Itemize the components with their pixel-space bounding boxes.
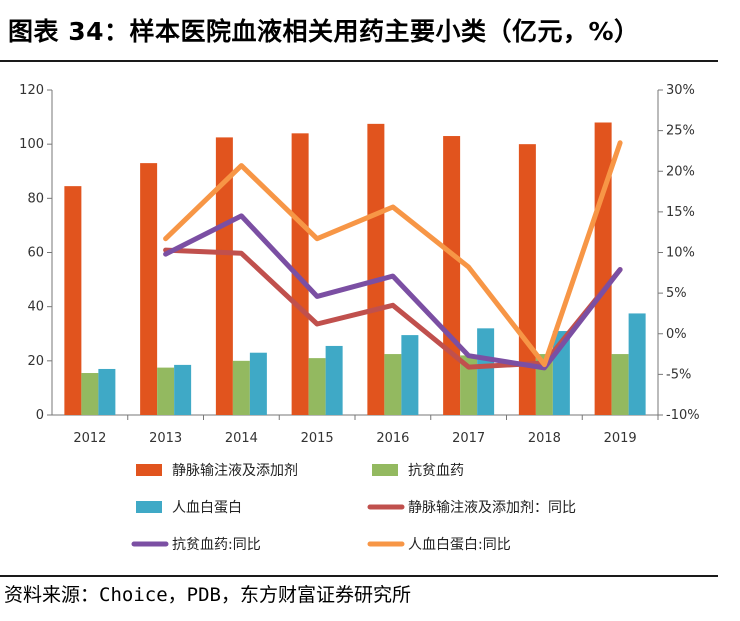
y-right-tick-label: 30% — [666, 83, 695, 98]
legend-label-2: 抗贫血药 — [408, 463, 464, 479]
bar-1 — [367, 123, 385, 416]
bar-3 — [477, 328, 495, 415]
x-tick-label: 2019 — [604, 431, 637, 446]
legend-swatch-2 — [372, 464, 398, 476]
y-left-tick-label: 40 — [27, 300, 44, 315]
y-right-tick-label: -5% — [666, 367, 691, 382]
y-left-tick-label: 100 — [19, 137, 44, 152]
x-tick-label: 2017 — [452, 431, 485, 446]
y-right-tick-label: -10% — [666, 408, 700, 423]
x-tick-label: 2012 — [73, 431, 106, 446]
x-tick-label: 2014 — [225, 431, 258, 446]
y-right-tick-label: 5% — [666, 286, 687, 301]
bar-3 — [628, 313, 646, 415]
bar-3 — [249, 352, 267, 415]
bar-1 — [140, 163, 158, 415]
source-divider — [0, 575, 718, 577]
bar-2 — [460, 355, 478, 415]
bar-1 — [64, 186, 82, 415]
y-right-tick-label: 20% — [666, 164, 695, 179]
legend-swatch-3 — [136, 501, 162, 513]
bar-1 — [291, 133, 309, 416]
bar-2 — [81, 373, 99, 415]
bar-2 — [232, 360, 250, 415]
bar-3 — [325, 345, 343, 415]
bar-1 — [215, 137, 233, 416]
legend-label-1: 静脉输注液及添加剂 — [172, 463, 298, 479]
y-right-tick-label: 10% — [666, 246, 695, 261]
bar-1 — [594, 122, 612, 415]
y-right-tick-label: 25% — [666, 124, 695, 139]
x-tick-label: 2015 — [301, 431, 334, 446]
x-tick-label: 2018 — [528, 431, 561, 446]
y-left-tick-label: 20 — [27, 354, 44, 369]
y-left-tick-label: 0 — [36, 408, 44, 423]
y-left-tick-label: 80 — [27, 191, 44, 206]
title-divider — [0, 60, 718, 62]
chart: 0 20 40 60 80 100 120 -10% -5% 0% 5% 10% 15% 20% 25% 30… — [19, 83, 700, 553]
line-series-2 — [163, 213, 623, 371]
legend-label-4: 静脉输注液及添加剂：同比 — [408, 500, 576, 516]
y-right-tick-label: 15% — [666, 205, 695, 220]
legend-label-3: 人血白蛋白 — [172, 500, 242, 516]
line-series-3 — [163, 140, 623, 368]
legend-label-6: 人血白蛋白:同比 — [408, 537, 511, 553]
y-left-tick-label: 60 — [27, 246, 44, 261]
legend-label-5: 抗贫血药:同比 — [172, 537, 261, 553]
bar-2 — [308, 358, 326, 415]
bar-3 — [98, 368, 116, 415]
chart-title: 图表 34：样本医院血液相关用药主要小类（亿元，%） — [8, 17, 640, 46]
x-tick-label: 2013 — [149, 431, 182, 446]
bar-2 — [157, 367, 175, 415]
bar-3 — [401, 335, 419, 415]
y-left-tick-label: 120 — [19, 83, 44, 98]
bar-2 — [384, 354, 402, 415]
source-note: 资料来源：Choice，PDB，东方财富证券研究所 — [4, 584, 411, 606]
legend-swatch-1 — [136, 464, 162, 476]
x-tick-label: 2016 — [376, 431, 409, 446]
bar-1 — [518, 144, 536, 415]
bar-3 — [174, 364, 192, 415]
bar-1 — [443, 136, 461, 415]
y-right-tick-label: 0% — [666, 327, 687, 342]
bar-2 — [611, 354, 629, 415]
